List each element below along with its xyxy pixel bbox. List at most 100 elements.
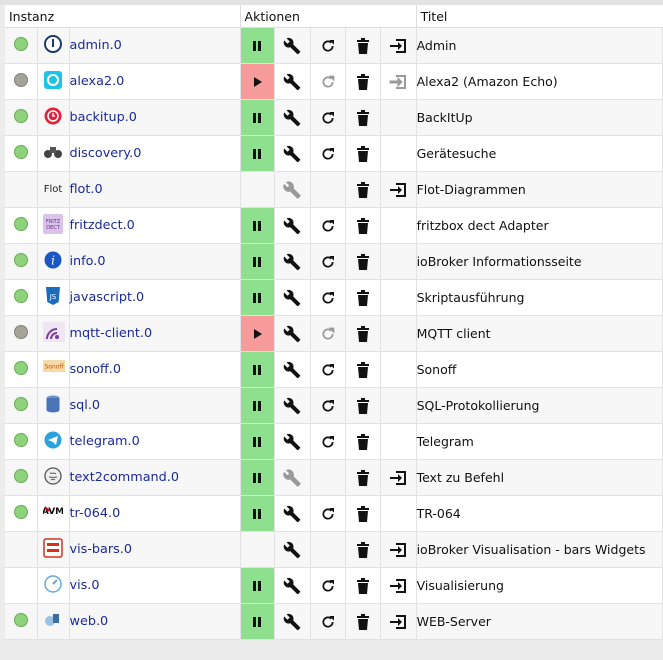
table-row: i info.0 ioBroker Informationsseite	[5, 243, 663, 280]
restart-cell	[310, 207, 346, 244]
instance-name[interactable]: backitup.0	[69, 99, 241, 136]
wrench-icon[interactable]	[281, 143, 303, 165]
pause-icon[interactable]	[246, 143, 268, 165]
open-in-new-icon[interactable]	[387, 539, 409, 561]
wrench-icon[interactable]	[281, 35, 303, 57]
trash-icon[interactable]	[352, 467, 374, 489]
restart-cell	[310, 495, 346, 532]
instance-name[interactable]: text2command.0	[69, 459, 241, 496]
wrench-icon[interactable]	[281, 287, 303, 309]
table-row: vis.0 Visualisierung	[5, 567, 663, 604]
instance-name[interactable]: discovery.0	[69, 135, 241, 172]
instance-name[interactable]: telegram.0	[69, 423, 241, 460]
pause-icon[interactable]	[246, 359, 268, 381]
wrench-icon[interactable]	[281, 215, 303, 237]
wrench-icon[interactable]	[281, 359, 303, 381]
instance-name[interactable]: fritzdect.0	[69, 207, 241, 244]
settings-cell	[274, 63, 311, 100]
wrench-icon[interactable]	[281, 431, 303, 453]
restart-icon[interactable]	[317, 143, 339, 165]
pause-icon[interactable]	[246, 467, 268, 489]
trash-icon[interactable]	[352, 35, 374, 57]
wrench-icon[interactable]	[281, 503, 303, 525]
pause-icon[interactable]	[246, 35, 268, 57]
trash-icon[interactable]	[352, 575, 374, 597]
open-in-new-icon[interactable]	[387, 35, 409, 57]
restart-icon[interactable]	[317, 359, 339, 381]
avm-icon: AVM	[42, 504, 64, 524]
restart-icon[interactable]	[317, 611, 339, 633]
instance-name[interactable]: javascript.0	[69, 279, 241, 316]
restart-icon	[317, 71, 339, 93]
open-in-new-icon[interactable]	[387, 467, 409, 489]
trash-icon[interactable]	[352, 539, 374, 561]
trash-icon[interactable]	[352, 611, 374, 633]
pause-icon[interactable]	[246, 287, 268, 309]
wrench-icon[interactable]	[281, 251, 303, 273]
restart-icon[interactable]	[317, 215, 339, 237]
restart-icon[interactable]	[317, 287, 339, 309]
instance-name[interactable]: admin.0	[69, 27, 241, 64]
table-row: web.0 WEB-Server	[5, 603, 663, 640]
trash-icon[interactable]	[352, 71, 374, 93]
pause-icon[interactable]	[246, 611, 268, 633]
backitup-icon	[43, 107, 63, 127]
wrench-icon[interactable]	[281, 395, 303, 417]
header-actions[interactable]: Aktionen	[240, 5, 417, 28]
trash-icon[interactable]	[352, 107, 374, 129]
instance-title: Admin	[416, 27, 663, 64]
trash-icon[interactable]	[352, 323, 374, 345]
pause-icon[interactable]	[246, 431, 268, 453]
instance-name[interactable]: alexa2.0	[69, 63, 241, 100]
header-instance[interactable]: Instanz	[5, 5, 241, 28]
pause-icon[interactable]	[246, 107, 268, 129]
wrench-icon[interactable]	[281, 107, 303, 129]
play-icon[interactable]	[246, 323, 268, 345]
restart-icon[interactable]	[317, 503, 339, 525]
pause-icon[interactable]	[246, 575, 268, 597]
play-icon[interactable]	[246, 71, 268, 93]
restart-icon[interactable]	[317, 107, 339, 129]
restart-icon[interactable]	[317, 431, 339, 453]
open-in-new-icon[interactable]	[387, 575, 409, 597]
wrench-icon[interactable]	[281, 539, 303, 561]
instance-name[interactable]: flot.0	[69, 171, 241, 208]
trash-icon[interactable]	[352, 431, 374, 453]
open-in-new-icon[interactable]	[387, 611, 409, 633]
trash-icon[interactable]	[352, 179, 374, 201]
instance-name[interactable]: vis-bars.0	[69, 531, 241, 568]
trash-icon[interactable]	[352, 395, 374, 417]
header-title[interactable]: Titel	[416, 5, 663, 28]
instance-name[interactable]: sql.0	[69, 387, 241, 424]
trash-icon[interactable]	[352, 359, 374, 381]
instance-name[interactable]: info.0	[69, 243, 241, 280]
pause-icon[interactable]	[246, 395, 268, 417]
trash-icon[interactable]	[352, 287, 374, 309]
pause-icon[interactable]	[246, 251, 268, 273]
restart-icon[interactable]	[317, 35, 339, 57]
instance-name[interactable]: tr-064.0	[69, 495, 241, 532]
trash-icon[interactable]	[352, 215, 374, 237]
adapter-icon-cell: AVM	[37, 495, 70, 532]
status-cell	[5, 315, 38, 352]
wrench-icon[interactable]	[281, 575, 303, 597]
restart-icon[interactable]	[317, 575, 339, 597]
trash-icon[interactable]	[352, 503, 374, 525]
pause-icon[interactable]	[246, 503, 268, 525]
instance-name[interactable]: vis.0	[69, 567, 241, 604]
trash-icon[interactable]	[352, 143, 374, 165]
wrench-icon[interactable]	[281, 323, 303, 345]
wrench-icon[interactable]	[281, 71, 303, 93]
pause-icon[interactable]	[246, 215, 268, 237]
instance-name[interactable]: web.0	[69, 603, 241, 640]
wrench-icon[interactable]	[281, 611, 303, 633]
instance-name[interactable]: mqtt-client.0	[69, 315, 241, 352]
restart-icon[interactable]	[317, 395, 339, 417]
restart-icon[interactable]	[317, 251, 339, 273]
status-led-ok	[13, 217, 28, 231]
trash-icon[interactable]	[352, 251, 374, 273]
settings-cell	[274, 99, 311, 136]
status-cell	[5, 531, 38, 568]
open-in-new-icon[interactable]	[387, 179, 409, 201]
instance-name[interactable]: sonoff.0	[69, 351, 241, 388]
